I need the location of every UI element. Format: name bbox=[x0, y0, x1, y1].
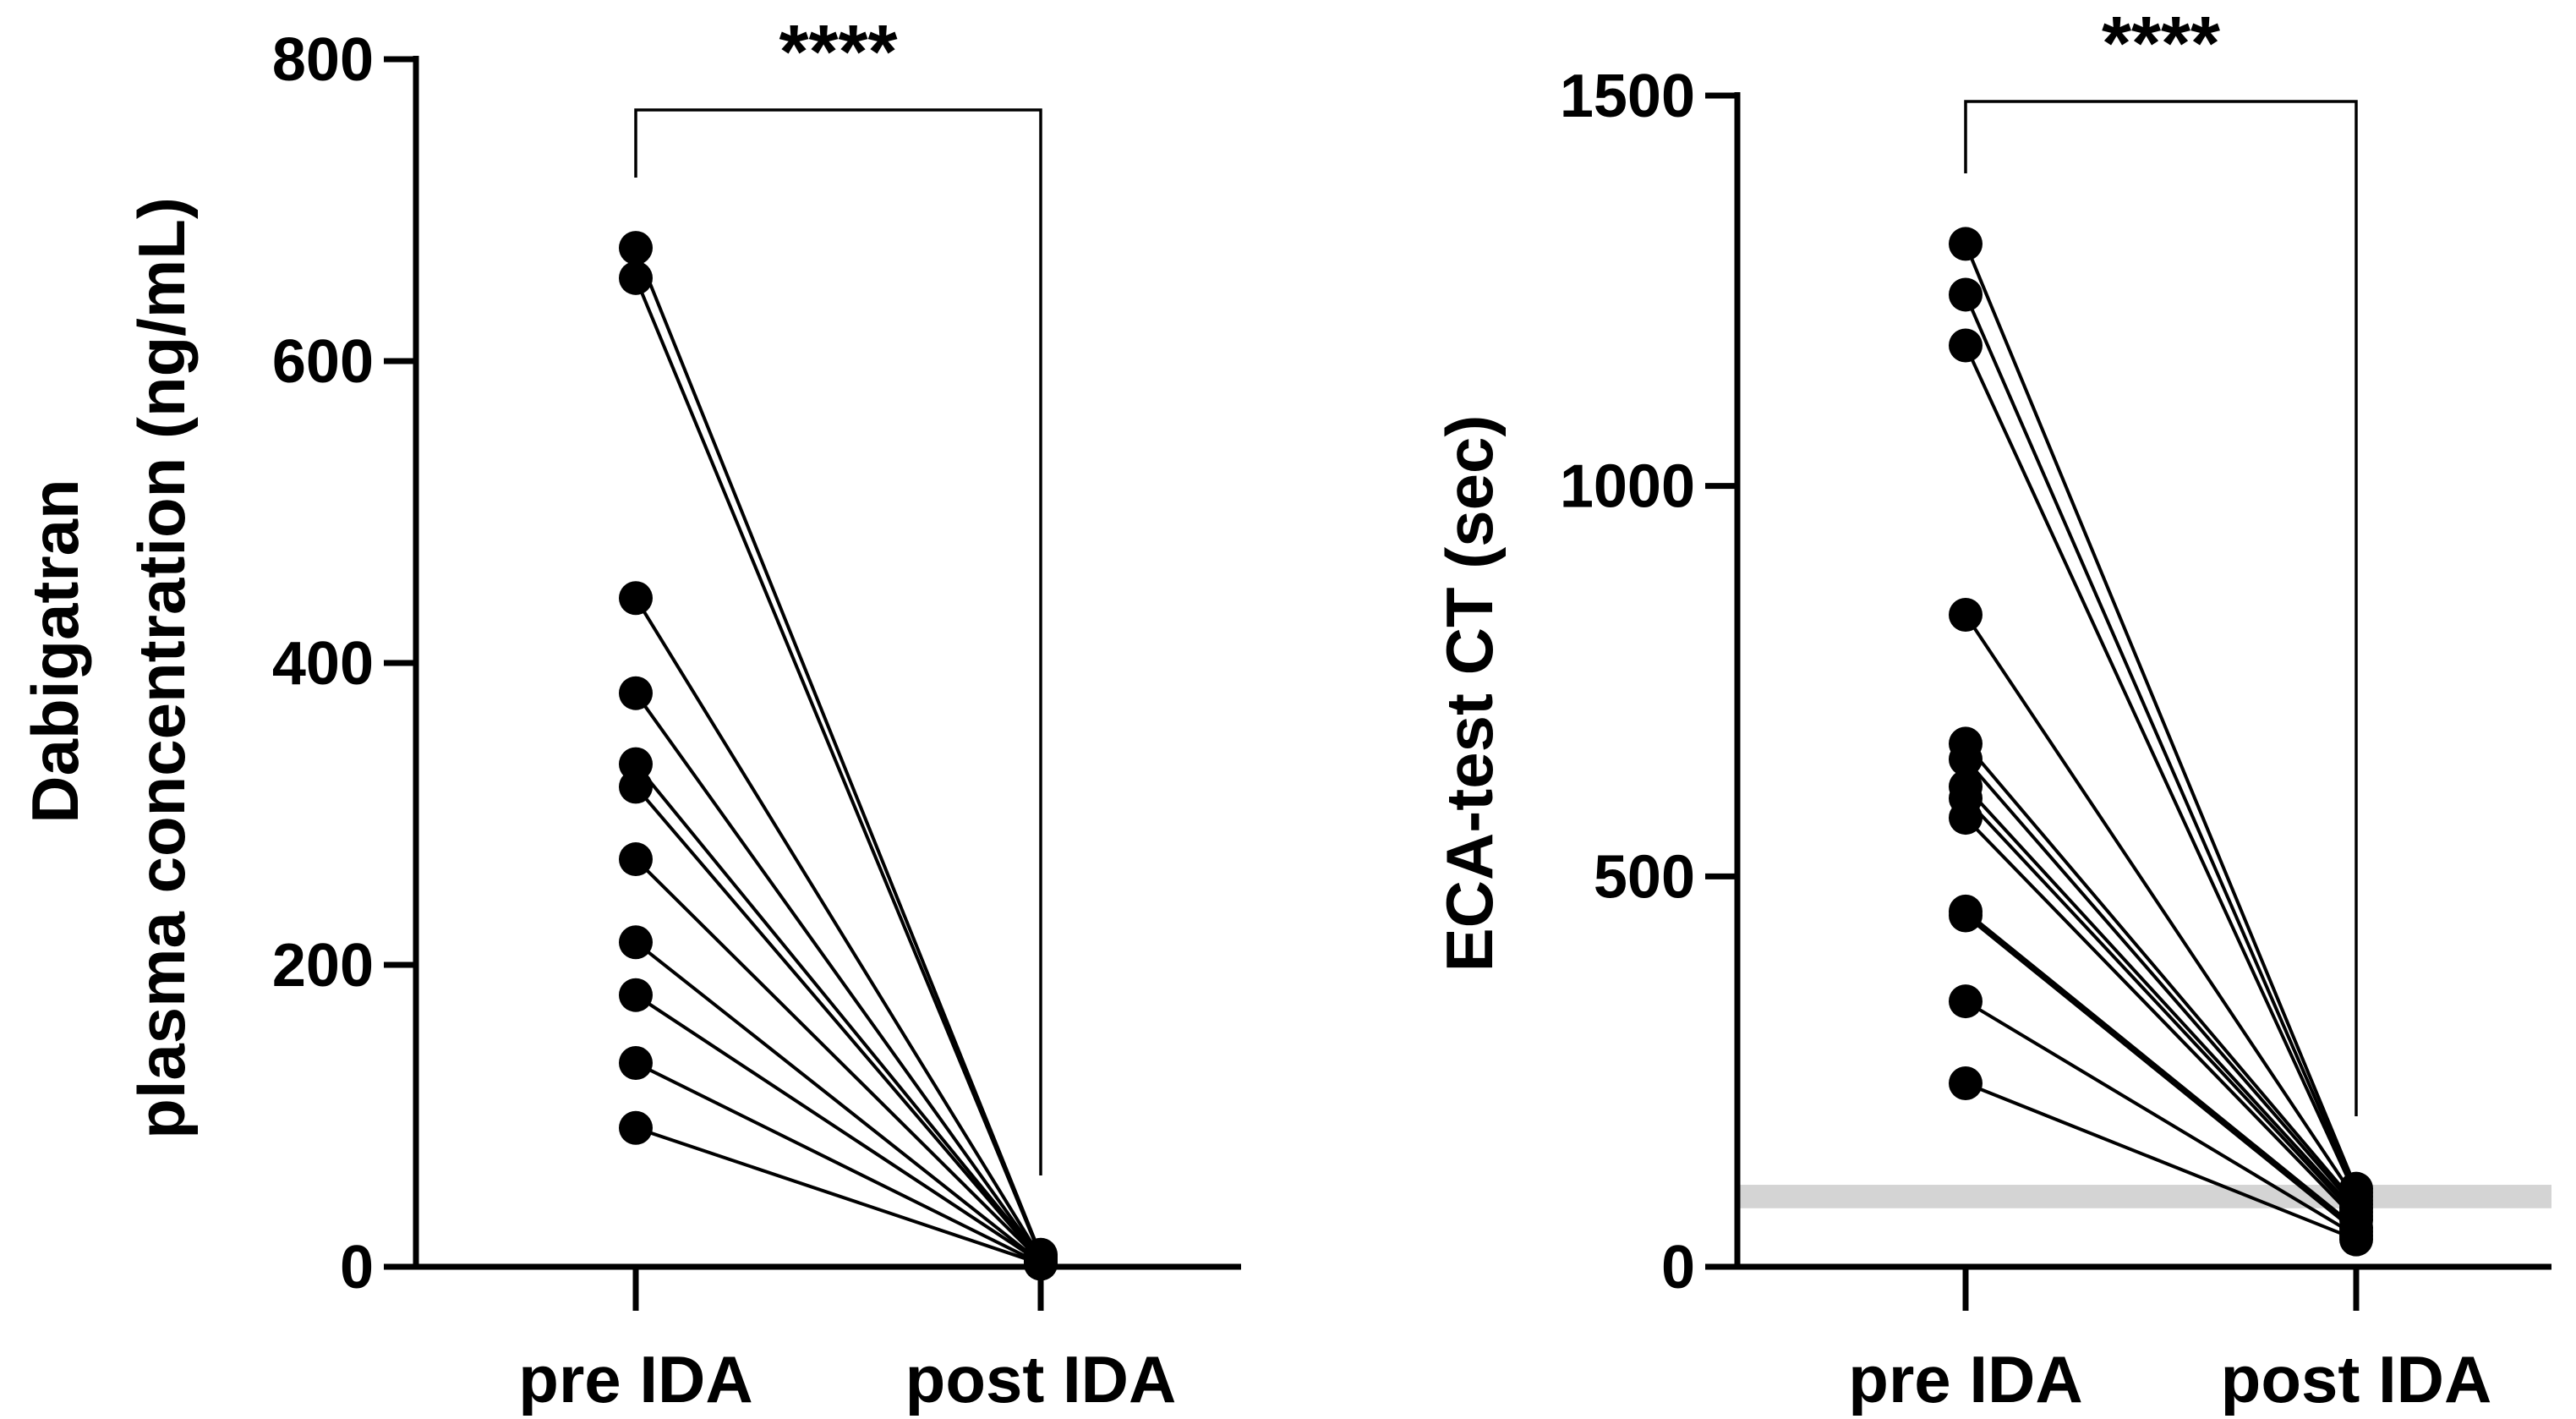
pair-line bbox=[634, 786, 1042, 1263]
pair-line bbox=[635, 1126, 1042, 1266]
pre-ida-point bbox=[1949, 984, 1983, 1019]
x-tick-label: post IDA bbox=[2221, 1342, 2492, 1416]
pre-ida-point bbox=[1949, 598, 1983, 633]
pre-ida-point bbox=[619, 842, 653, 877]
pre-ida-point bbox=[619, 770, 653, 804]
y-axis-title-line1: Dabigatran bbox=[18, 479, 92, 823]
y-tick-label: 1500 bbox=[1560, 63, 1695, 130]
pair-line bbox=[634, 597, 1042, 1259]
pair-line bbox=[1964, 913, 2358, 1234]
pair-line bbox=[634, 940, 1042, 1264]
y-tick-label: 200 bbox=[272, 932, 374, 1000]
significance-bracket bbox=[1964, 100, 2358, 1116]
x-tick-label: post IDA bbox=[905, 1342, 1177, 1416]
pair-line bbox=[1964, 742, 2358, 1206]
pre-ida-point bbox=[619, 581, 653, 616]
y-tick-label: 400 bbox=[272, 630, 374, 698]
significance-bracket bbox=[634, 108, 1042, 1175]
pre-ida-point bbox=[619, 676, 653, 710]
y-tick-label: 600 bbox=[272, 328, 374, 396]
pair-line bbox=[1964, 785, 2358, 1214]
pair-line bbox=[1964, 243, 2358, 1190]
pair-line bbox=[634, 857, 1042, 1263]
pair-line bbox=[634, 763, 1042, 1261]
pair-line bbox=[635, 1061, 1042, 1266]
pre-ida-point bbox=[1949, 227, 1983, 261]
pre-ida-point bbox=[619, 978, 653, 1012]
y-tick-label: 800 bbox=[272, 26, 374, 94]
significance-label: **** bbox=[2102, 2, 2220, 86]
pre-ida-point bbox=[619, 1110, 653, 1145]
dabigatran-panel: 0 200 400 600 800 pre IDA post IDA **** Dabigatr… bbox=[18, 10, 1241, 1416]
reference-band bbox=[1737, 1185, 2551, 1208]
pair-line bbox=[1964, 613, 2358, 1202]
pair-line bbox=[1964, 797, 2358, 1218]
y-tick-label: 0 bbox=[340, 1234, 374, 1301]
pre-ida-point bbox=[1949, 277, 1983, 312]
pre-ida-point bbox=[1949, 801, 1983, 836]
pair-line bbox=[634, 692, 1042, 1261]
pair-line bbox=[1964, 758, 2358, 1210]
post-ida-point bbox=[2339, 1222, 2373, 1257]
pre-ida-point bbox=[1949, 898, 1983, 933]
y-tick-label: 0 bbox=[1661, 1234, 1695, 1301]
pre-ida-point bbox=[619, 925, 653, 960]
pair-line bbox=[1964, 293, 2358, 1194]
pre-ida-point bbox=[1949, 1066, 1983, 1101]
pre-ida-point bbox=[1949, 328, 1983, 363]
pre-ida-point bbox=[619, 260, 653, 295]
y-axis-title-line2: plasma concentration (ng/mL) bbox=[124, 197, 199, 1139]
post-ida-point bbox=[1024, 1246, 1058, 1281]
x-tick-label: pre IDA bbox=[518, 1342, 752, 1416]
pre-ida-point bbox=[619, 1046, 653, 1081]
pair-line bbox=[634, 277, 1042, 1257]
pair-line bbox=[1964, 344, 2358, 1197]
pair-line bbox=[1964, 816, 2358, 1221]
significance-label: **** bbox=[779, 10, 897, 95]
pair-line bbox=[1964, 910, 2358, 1230]
pair-line bbox=[1964, 1000, 2358, 1237]
y-axis-title: ECA-test CT (sec) bbox=[1432, 415, 1507, 972]
pair-line bbox=[1965, 1082, 2357, 1241]
pair-line bbox=[634, 994, 1042, 1264]
pair-line bbox=[634, 247, 1042, 1256]
y-tick-label: 500 bbox=[1594, 843, 1695, 911]
eca-test-panel: 0 500 1000 1500 pre IDA post IDA **** ECA-test … bbox=[1432, 2, 2551, 1416]
pre-ida-point bbox=[1949, 742, 1983, 776]
pre-ida-point bbox=[619, 231, 653, 266]
y-tick-label: 1000 bbox=[1560, 453, 1695, 521]
x-tick-label: pre IDA bbox=[1848, 1342, 2082, 1416]
